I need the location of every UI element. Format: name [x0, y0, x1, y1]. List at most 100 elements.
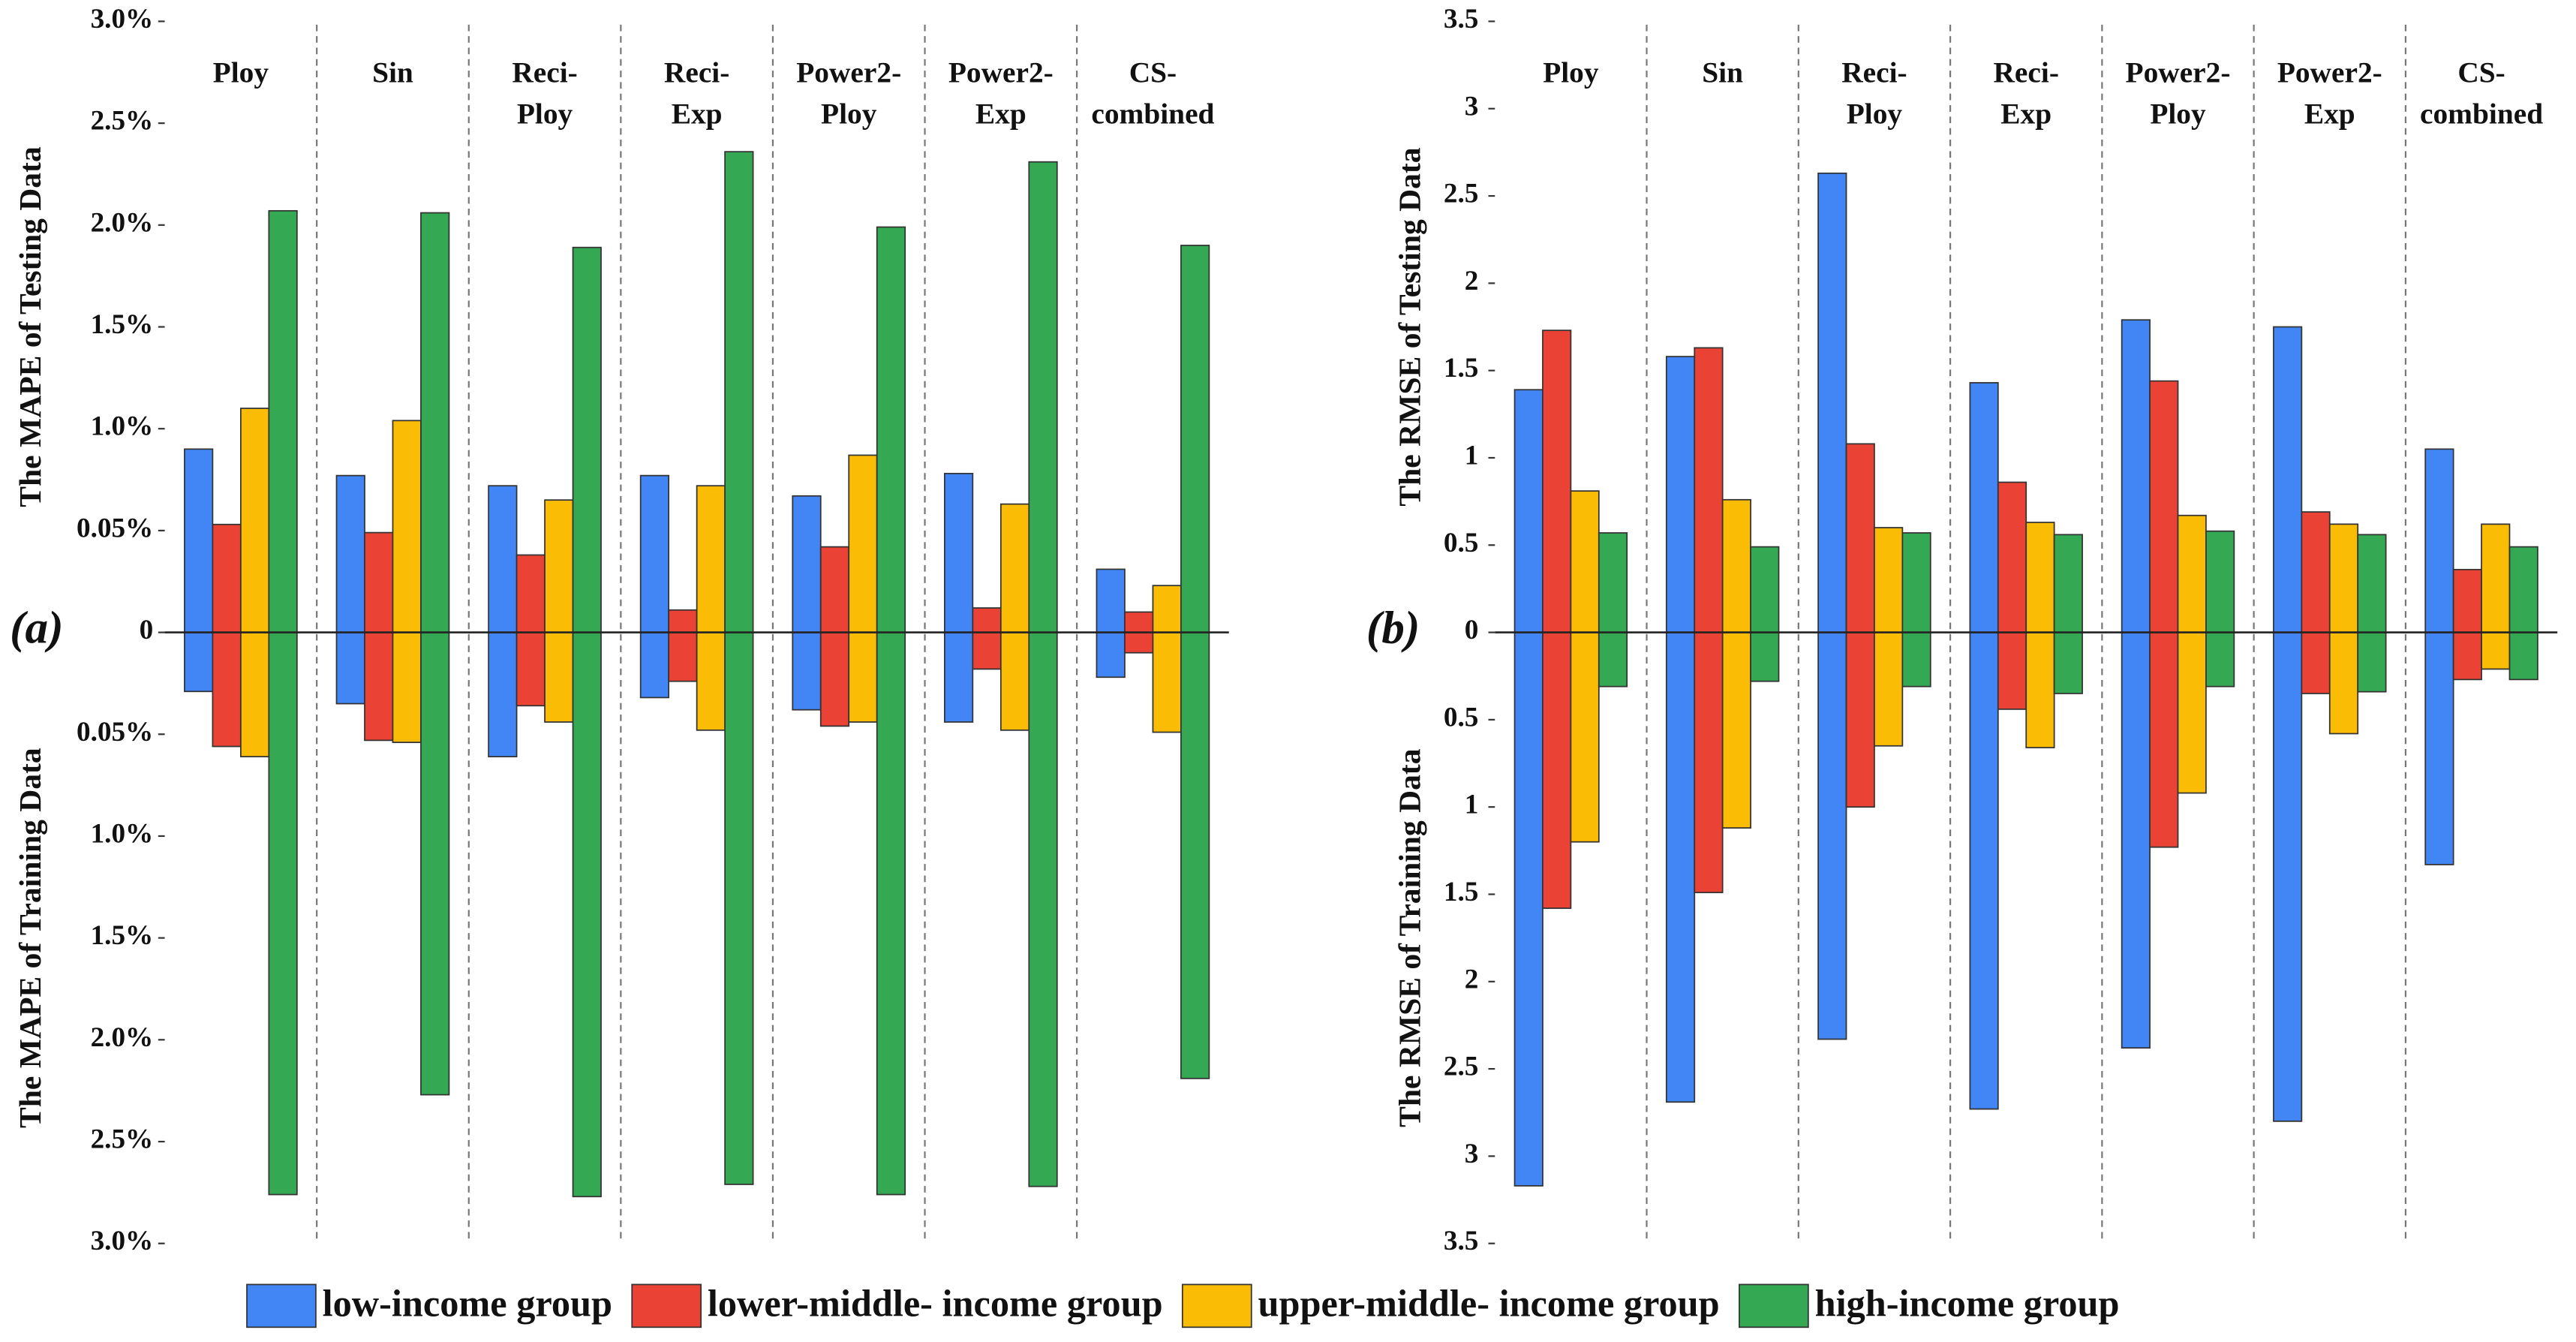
- category-label: Power2-Ploy: [2126, 56, 2231, 131]
- bar: [420, 212, 450, 633]
- legend-label: high-income group: [1815, 1283, 2120, 1325]
- bar: [696, 631, 726, 731]
- y-axis-title: The RMSE of Training Data: [1392, 748, 1426, 1127]
- category-label: Reci-Exp: [1994, 56, 2059, 131]
- bar: [2452, 568, 2482, 633]
- y-tick-label: 1.5: [1444, 353, 1478, 384]
- bar: [2424, 448, 2454, 633]
- y-tick-label: 2: [1465, 266, 1479, 296]
- y-tick-label: 2.5: [1444, 1052, 1478, 1082]
- bar: [1901, 631, 1931, 688]
- category-label: Sin: [372, 56, 413, 89]
- bar: [1817, 631, 1847, 1040]
- y-tick-label: 1.5: [1444, 877, 1478, 907]
- bar: [488, 485, 518, 633]
- bar: [2424, 631, 2454, 865]
- y-tick-label: 0.5: [1444, 528, 1478, 558]
- bar: [999, 503, 1030, 633]
- bar: [1750, 546, 1780, 633]
- legend-label: low-income group: [323, 1283, 612, 1325]
- category-label: Sin: [1702, 56, 1743, 89]
- y-tick-label: 3.0%: [91, 1226, 154, 1256]
- bar: [1570, 490, 1600, 633]
- legend-swatch: [1181, 1283, 1252, 1328]
- y-axis-title: The MAPE of Training Data: [13, 748, 47, 1128]
- bar: [184, 631, 214, 693]
- bar: [2508, 546, 2538, 633]
- y-tick-label: 0.05%: [77, 717, 153, 748]
- bar: [1845, 631, 1875, 808]
- bar: [212, 523, 242, 633]
- bar: [819, 631, 850, 727]
- bar: [544, 499, 574, 633]
- bar: [268, 631, 298, 1196]
- bar: [724, 151, 754, 633]
- bar: [848, 631, 878, 723]
- bar: [1152, 585, 1182, 633]
- y-tick-label: 3.0%: [91, 4, 154, 35]
- bar: [2357, 534, 2387, 633]
- bar: [268, 209, 298, 633]
- bar: [943, 473, 974, 633]
- bar: [184, 448, 214, 633]
- bar: [668, 609, 698, 633]
- category-label: CS-combined: [2420, 56, 2543, 131]
- y-tick-label: 3.5: [1444, 1226, 1478, 1256]
- category-label: Ploy: [213, 56, 269, 89]
- bar: [724, 631, 754, 1185]
- bar: [212, 631, 242, 748]
- y-tick-label: 2.5%: [91, 106, 154, 137]
- bar: [544, 631, 574, 723]
- bar: [2481, 631, 2511, 670]
- bar: [819, 546, 850, 633]
- legend-swatch: [246, 1283, 317, 1328]
- bar: [2301, 511, 2331, 633]
- bar: [848, 454, 878, 633]
- y-tick-label: 3: [1465, 1139, 1479, 1169]
- bar: [1817, 172, 1847, 633]
- bar: [1997, 631, 2027, 710]
- bar: [2053, 534, 2083, 633]
- y-tick-label: 1.5%: [91, 309, 154, 340]
- bar: [516, 554, 546, 633]
- bar: [1028, 161, 1058, 633]
- y-tick-label: 1.0%: [91, 818, 154, 849]
- legend-swatch: [631, 1283, 702, 1328]
- bar: [972, 631, 1002, 670]
- y-tick-label: 2.0%: [91, 1022, 154, 1053]
- bar: [1665, 631, 1696, 1103]
- bar: [364, 531, 394, 633]
- bar: [2357, 631, 2387, 693]
- bar: [1096, 568, 1126, 633]
- bar: [1570, 631, 1600, 843]
- bar: [696, 485, 726, 633]
- bar: [2025, 522, 2055, 633]
- bar: [488, 631, 518, 757]
- bar: [1874, 631, 1904, 747]
- y-tick-label: 1: [1465, 440, 1479, 471]
- category-label: Reci-Ploy: [512, 56, 577, 131]
- category-label: Reci-Exp: [664, 56, 729, 131]
- bar: [1969, 382, 1999, 633]
- bar: [1124, 631, 1154, 654]
- bar: [516, 631, 546, 707]
- bar: [239, 631, 270, 757]
- y-tick-label: 2.5%: [91, 1124, 154, 1155]
- bar: [1997, 481, 2027, 633]
- y-tick-label: 2: [1465, 964, 1479, 994]
- bar: [239, 408, 270, 633]
- y-tick-label: 0.5: [1444, 702, 1478, 733]
- bar: [999, 631, 1030, 731]
- bar: [1665, 356, 1696, 633]
- bar: [2328, 631, 2359, 735]
- bar: [2205, 530, 2235, 633]
- y-tick-label: 1.0%: [91, 411, 154, 442]
- panel-label: (a): [10, 603, 63, 654]
- bar: [2452, 631, 2482, 681]
- category-label: Power2-Ploy: [796, 56, 901, 131]
- bar: [1750, 631, 1780, 682]
- y-tick-label: 0: [1465, 615, 1479, 645]
- category-label: CS-combined: [1091, 56, 1214, 131]
- bar: [2508, 631, 2538, 681]
- bar: [1124, 611, 1154, 633]
